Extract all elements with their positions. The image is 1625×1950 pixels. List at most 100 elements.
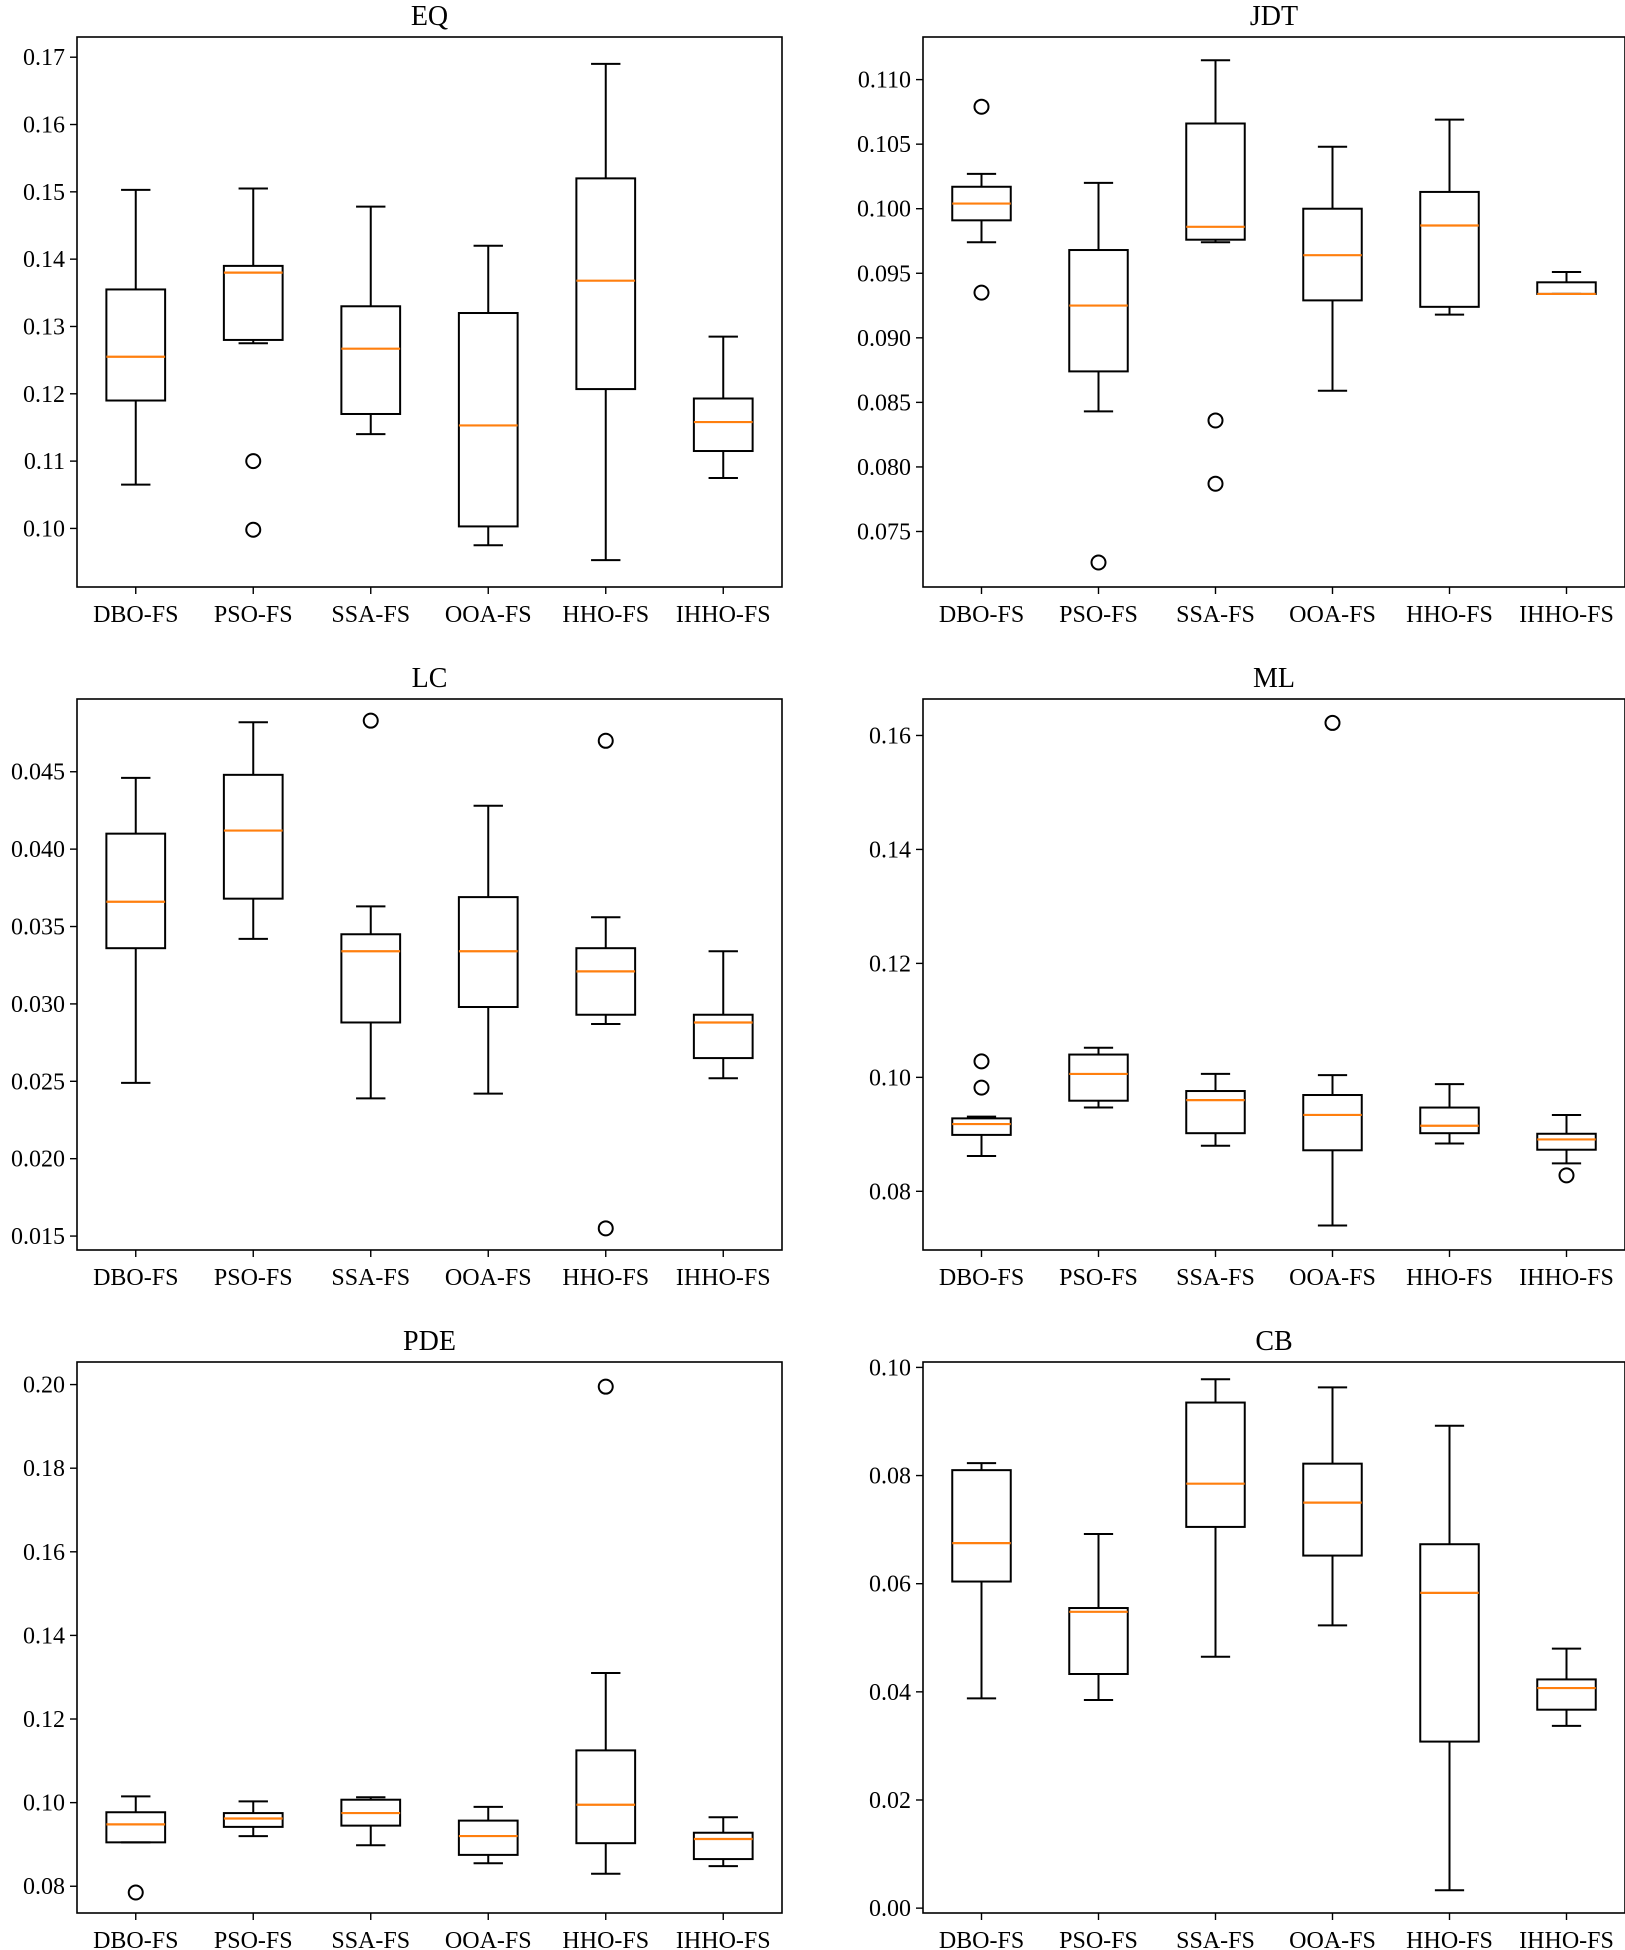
iqr-box [1419,190,1480,308]
x-tick-label: IHHO-FS [1519,602,1614,628]
box-ssa-fs [1185,1072,1246,1147]
x-tick-label: PSO-FS [214,602,293,628]
outlier-point [597,1378,614,1395]
x-tick-label: HHO-FS [1406,1265,1493,1291]
y-tick-label: 0.10 [23,516,65,542]
box-ooa-fs [1302,1386,1363,1627]
iqr-box [951,1117,1012,1136]
y-tick-label: 0.10 [869,1355,911,1381]
y-tick-label: 0.020 [11,1147,65,1173]
iqr-box [1536,281,1597,295]
y-tick-label: 0.080 [857,455,911,481]
box-ooa-fs [457,244,519,547]
y-tick-label: 0.18 [23,1456,65,1482]
outlier-point [1090,554,1107,571]
iqr-box [1302,1462,1363,1557]
y-tick-label: 0.015 [11,1224,65,1250]
iqr-box [222,773,284,900]
box-ooa-fs [457,1805,519,1865]
x-tick-label: OOA-FS [1289,1265,1376,1291]
x-tick-label: HHO-FS [1406,1928,1493,1950]
box-ihho-fs [1536,1647,1597,1727]
box-ssa-fs [340,205,402,436]
y-tick-label: 0.14 [23,247,65,273]
x-tick-label: SSA-FS [331,1928,410,1950]
y-tick-label: 0.100 [857,197,911,223]
y-tick-label: 0.095 [857,261,911,287]
box-dbo-fs [105,188,167,486]
outlier-point [597,1220,614,1237]
box-dbo-fs [105,776,167,1084]
box-ihho-fs [1536,1113,1597,1184]
box-ihho-fs [692,1816,754,1868]
x-tick-label: PSO-FS [1059,1928,1138,1950]
iqr-box [1536,1678,1597,1711]
chart-title: PDE [403,1326,456,1357]
iqr-box [575,1749,637,1845]
y-tick-label: 0.105 [857,132,911,158]
y-tick-label: 0.12 [23,1707,65,1733]
iqr-box [951,1469,1012,1583]
chart-panel-ml: ML 0.08 0.10 0.12 0.14 0.16 DBO-FS PSO-FS SSA-FS… [869,663,1625,1291]
x-tick-label: IHHO-FS [1519,1928,1614,1950]
y-tick-label: 0.17 [23,45,65,71]
axes-frame [76,698,783,1251]
outlier-point [597,732,614,749]
axes-frame [76,36,783,588]
y-tick-label: 0.12 [869,951,911,977]
iqr-box [105,1811,167,1844]
y-tick-label: 0.10 [23,1791,65,1817]
x-tick-label: SSA-FS [1176,1928,1255,1950]
iqr-box [105,832,167,950]
x-tick-label: IHHO-FS [676,602,771,628]
chart-title: JDT [1250,1,1298,32]
axes-frame [76,1361,783,1914]
outlier-point [973,1079,990,1096]
iqr-box [222,264,284,341]
outlier-point [973,284,990,301]
x-tick-label: SSA-FS [331,1265,410,1291]
iqr-box [1185,1401,1246,1528]
outlier-point [127,1884,144,1901]
box-ooa-fs [1302,714,1363,1227]
x-tick-label: PSO-FS [214,1265,293,1291]
y-tick-label: 0.04 [869,1680,911,1706]
box-ihho-fs [692,335,754,479]
x-tick-label: HHO-FS [562,1928,649,1950]
iqr-box [222,1812,284,1828]
iqr-box [1302,1094,1363,1152]
x-tick-label: OOA-FS [445,602,532,628]
box-hho-fs [575,62,637,562]
box-hho-fs [1419,1083,1480,1145]
iqr-box [1068,1607,1129,1675]
iqr-box [575,177,637,391]
iqr-box [1185,1090,1246,1135]
outlier-point [1324,714,1341,731]
x-tick-label: OOA-FS [1289,602,1376,628]
box-pso-fs [1068,181,1129,571]
iqr-box [1185,122,1246,241]
box-ihho-fs [692,950,754,1080]
y-tick-label: 0.02 [869,1788,911,1814]
box-ooa-fs [457,804,519,1095]
axes-frame [922,1361,1625,1914]
box-hho-fs [575,732,637,1237]
box-ihho-fs [1536,270,1597,296]
chart-title: ML [1253,663,1295,694]
x-tick-label: PSO-FS [214,1928,293,1950]
y-tick-label: 0.15 [23,180,65,206]
y-tick-label: 0.110 [858,68,911,94]
box-ssa-fs [1185,59,1246,492]
box-pso-fs [222,721,284,940]
chart-title: EQ [411,1,448,32]
y-tick-label: 0.14 [869,837,911,863]
x-tick-label: SSA-FS [331,602,410,628]
box-ssa-fs [340,1796,402,1847]
x-tick-label: HHO-FS [1406,602,1493,628]
iqr-box [105,288,167,402]
y-tick-label: 0.00 [869,1896,911,1922]
box-dbo-fs [951,1053,1012,1157]
y-tick-label: 0.08 [869,1179,911,1205]
y-tick-label: 0.12 [23,382,65,408]
box-hho-fs [575,1378,637,1875]
